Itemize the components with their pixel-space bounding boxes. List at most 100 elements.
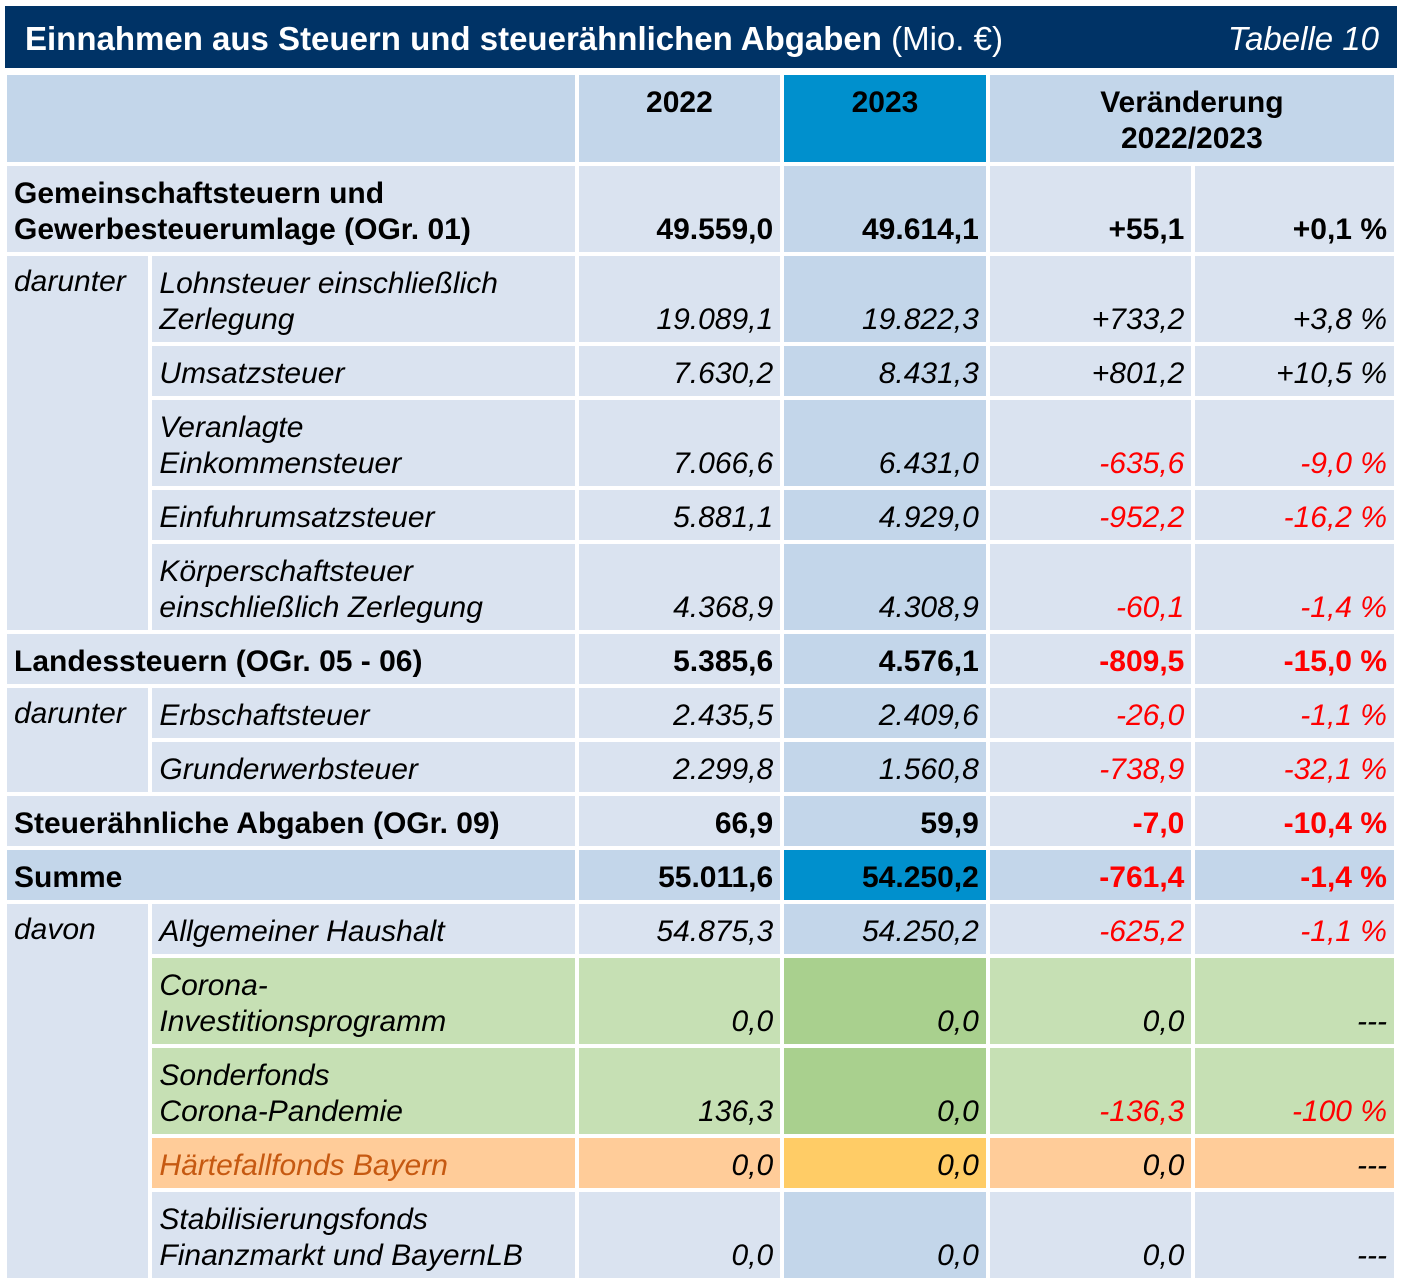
header-2022: 2022 bbox=[578, 75, 781, 162]
header-change-line1: Veränderung bbox=[1100, 86, 1284, 119]
change-abs: -625,2 bbox=[989, 904, 1192, 954]
row-label-line2: Finanzmarkt und BayernLB bbox=[159, 1239, 523, 1272]
value-2022: 55.011,6 bbox=[578, 850, 781, 900]
value-2023: 0,0 bbox=[784, 1192, 986, 1278]
value-2023: 0,0 bbox=[784, 1138, 986, 1188]
row-label-line1: Corona- bbox=[159, 969, 268, 1002]
value-2022: 19.089,1 bbox=[578, 256, 781, 342]
change-abs: -7,0 bbox=[989, 796, 1192, 846]
row-label: Härtefallfonds Bayern bbox=[152, 1138, 575, 1188]
row-label-line2: Gewerbesteuerumlage (OGr. 01) bbox=[14, 213, 471, 246]
row-label-line2: Einkommensteuer bbox=[159, 447, 402, 480]
table-row: Einfuhrumsatzsteuer 5.881,1 4.929,0 -952… bbox=[7, 490, 1394, 540]
change-abs: -136,3 bbox=[989, 1048, 1192, 1134]
change-abs: -952,2 bbox=[989, 490, 1192, 540]
header-change-line2: 2022/2023 bbox=[1120, 122, 1263, 155]
value-2023: 0,0 bbox=[784, 958, 986, 1044]
value-2022: 7.630,2 bbox=[578, 346, 781, 396]
value-2023: 54.250,2 bbox=[784, 904, 986, 954]
row-label: Grunderwerbsteuer bbox=[152, 742, 575, 792]
change-abs: +801,2 bbox=[989, 346, 1192, 396]
table-row: darunter Erbschaftsteuer 2.435,5 2.409,6… bbox=[7, 688, 1394, 792]
row-label-line2: Zerlegung bbox=[159, 303, 295, 336]
table-row: Härtefallfonds Bayern 0,0 0,0 0,0 --- bbox=[7, 1138, 1394, 1188]
change-abs: -738,9 bbox=[989, 742, 1192, 792]
change-pct: +0,1 % bbox=[1195, 166, 1394, 252]
change-pct: -9,0 % bbox=[1195, 400, 1394, 486]
value-2023: 59,9 bbox=[784, 796, 986, 846]
row-label: Stabilisierungsfonds Finanzmarkt und Bay… bbox=[152, 1192, 575, 1278]
row-label: Allgemeiner Haushalt bbox=[152, 904, 575, 954]
table-row: Corona- Investitionsprogramm 0,0 0,0 0,0… bbox=[7, 958, 1394, 1044]
value-2022: 136,3 bbox=[578, 1048, 781, 1134]
value-2023: 54.250,2 bbox=[784, 850, 986, 900]
change-abs: 0,0 bbox=[989, 1138, 1192, 1188]
row-label: Einfuhrumsatzsteuer bbox=[152, 490, 575, 540]
change-abs: -60,1 bbox=[989, 544, 1192, 630]
change-pct: -100 % bbox=[1195, 1048, 1394, 1134]
value-2023: 4.308,9 bbox=[784, 544, 986, 630]
change-pct: -1,1 % bbox=[1195, 688, 1394, 738]
table-row: Körperschaftsteuer einschließlich Zerleg… bbox=[7, 544, 1394, 630]
row-label: Lohnsteuer einschließlich Zerlegung bbox=[152, 256, 575, 342]
row-label: Steuerähnliche Abgaben (OGr. 09) bbox=[7, 796, 575, 846]
value-2022: 66,9 bbox=[578, 796, 781, 846]
change-pct: -10,4 % bbox=[1195, 796, 1394, 846]
row-label: Veranlagte Einkommensteuer bbox=[152, 400, 575, 486]
change-pct: -1,1 % bbox=[1195, 904, 1394, 954]
value-2023: 2.409,6 bbox=[784, 688, 986, 738]
table-row: Steuerähnliche Abgaben (OGr. 09) 66,9 59… bbox=[7, 796, 1394, 846]
value-2023: 1.560,8 bbox=[784, 742, 986, 792]
row-label-line1: Veranlagte bbox=[159, 411, 304, 444]
row-label-line1: Körperschaftsteuer bbox=[159, 555, 413, 588]
change-abs: +733,2 bbox=[989, 256, 1192, 342]
change-pct: --- bbox=[1195, 1138, 1394, 1188]
change-pct: +3,8 % bbox=[1195, 256, 1394, 342]
title-unit: (Mio. €) bbox=[891, 20, 1003, 57]
value-2022: 5.385,6 bbox=[578, 634, 781, 684]
table-row: Grunderwerbsteuer 2.299,8 1.560,8 -738,9… bbox=[7, 742, 1394, 792]
change-abs: -809,5 bbox=[989, 634, 1192, 684]
change-pct: --- bbox=[1195, 958, 1394, 1044]
value-2022: 0,0 bbox=[578, 1192, 781, 1278]
change-abs: -635,6 bbox=[989, 400, 1192, 486]
header-change: Veränderung 2022/2023 bbox=[989, 75, 1394, 162]
row-label-line1: Stabilisierungsfonds bbox=[159, 1203, 428, 1236]
change-pct: +10,5 % bbox=[1195, 346, 1394, 396]
value-2023: 0,0 bbox=[784, 1048, 986, 1134]
group-label-darunter: darunter bbox=[7, 688, 149, 792]
value-2023: 4.576,1 bbox=[784, 634, 986, 684]
row-label-line1: Lohnsteuer einschließlich bbox=[159, 267, 498, 300]
table-row: Gemeinschaftsteuern und Gewerbesteueruml… bbox=[7, 166, 1394, 252]
change-abs: -761,4 bbox=[989, 850, 1192, 900]
page-title: Einnahmen aus Steuern und steuerähnliche… bbox=[25, 20, 1003, 58]
row-label-line1: Sonderfonds bbox=[159, 1059, 330, 1092]
revenue-table: 2022 2023 Veränderung 2022/2023 Gemeinsc… bbox=[3, 71, 1398, 1282]
value-2022: 4.368,9 bbox=[578, 544, 781, 630]
change-abs: 0,0 bbox=[989, 1192, 1192, 1278]
row-label-line2: Corona-Pandemie bbox=[159, 1095, 403, 1128]
table-row: Landessteuern (OGr. 05 - 06) 5.385,6 4.5… bbox=[7, 634, 1394, 684]
value-2023: 8.431,3 bbox=[784, 346, 986, 396]
row-label: Summe bbox=[7, 850, 575, 900]
table-row: Veranlagte Einkommensteuer 7.066,6 6.431… bbox=[7, 400, 1394, 486]
table-number: Tabelle 10 bbox=[1227, 20, 1379, 57]
row-label: Corona- Investitionsprogramm bbox=[152, 958, 575, 1044]
value-2023: 19.822,3 bbox=[784, 256, 986, 342]
change-pct: -16,2 % bbox=[1195, 490, 1394, 540]
value-2022: 7.066,6 bbox=[578, 400, 781, 486]
table-row: davon Allgemeiner Haushalt 54.875,3 54.2… bbox=[7, 904, 1394, 1278]
value-2022: 5.881,1 bbox=[578, 490, 781, 540]
row-label: Sonderfonds Corona-Pandemie bbox=[152, 1048, 575, 1134]
summe-row: Summe 55.011,6 54.250,2 -761,4 -1,4 % bbox=[7, 850, 1394, 900]
row-label: Landessteuern (OGr. 05 - 06) bbox=[7, 634, 575, 684]
row-label-line2: einschließlich Zerlegung bbox=[159, 591, 483, 624]
header-2023: 2023 bbox=[784, 75, 986, 162]
row-label: Umsatzsteuer bbox=[152, 346, 575, 396]
change-pct: -15,0 % bbox=[1195, 634, 1394, 684]
header-empty-cell bbox=[7, 75, 575, 162]
table-row: Umsatzsteuer 7.630,2 8.431,3 +801,2 +10,… bbox=[7, 346, 1394, 396]
change-pct: --- bbox=[1195, 1192, 1394, 1278]
value-2022: 49.559,0 bbox=[578, 166, 781, 252]
value-2022: 2.435,5 bbox=[578, 688, 781, 738]
